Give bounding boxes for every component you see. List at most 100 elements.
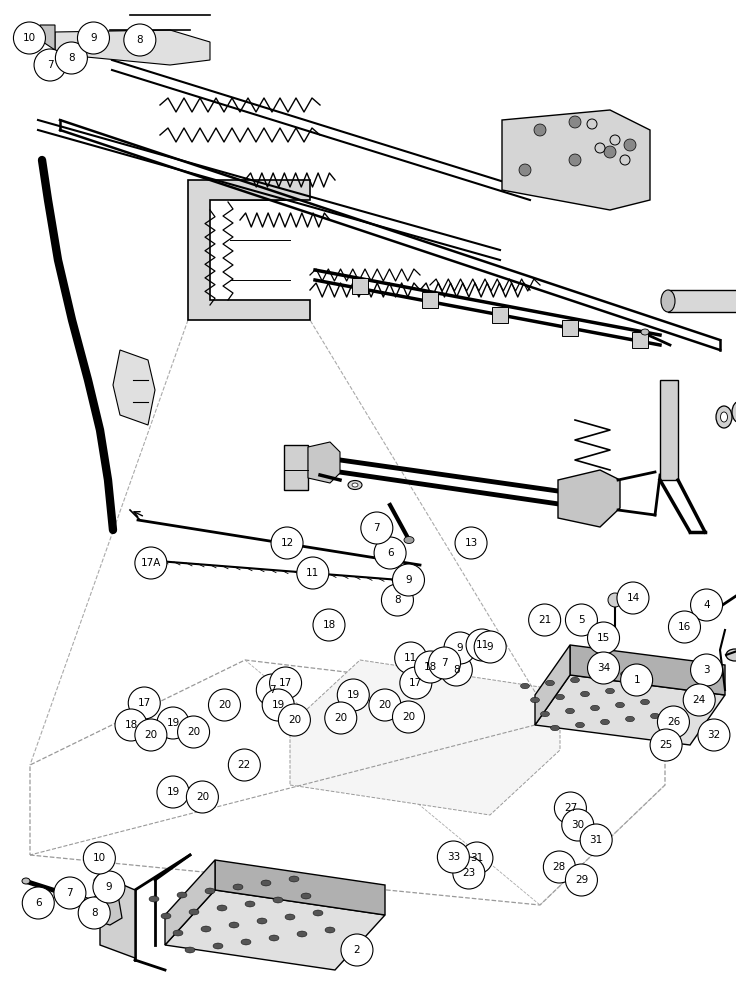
- Text: 17A: 17A: [141, 558, 161, 568]
- Text: 29: 29: [575, 875, 588, 885]
- Circle shape: [337, 679, 369, 711]
- Circle shape: [55, 42, 88, 74]
- Polygon shape: [55, 30, 210, 65]
- Ellipse shape: [233, 884, 243, 890]
- Ellipse shape: [201, 926, 211, 932]
- Circle shape: [534, 124, 546, 136]
- Circle shape: [620, 155, 630, 165]
- Text: 28: 28: [553, 862, 566, 872]
- Text: 17: 17: [138, 698, 151, 708]
- Ellipse shape: [540, 711, 550, 717]
- Text: 17: 17: [409, 678, 422, 688]
- Ellipse shape: [531, 697, 539, 703]
- Circle shape: [683, 684, 715, 716]
- Text: 20: 20: [334, 713, 347, 723]
- Text: 1: 1: [633, 675, 640, 685]
- Circle shape: [437, 841, 470, 873]
- Text: 25: 25: [659, 740, 673, 750]
- Text: 7: 7: [269, 685, 276, 695]
- Text: 2: 2: [353, 945, 361, 955]
- Polygon shape: [535, 645, 570, 725]
- Text: 31: 31: [590, 835, 603, 845]
- Circle shape: [608, 593, 622, 607]
- Text: 13: 13: [464, 538, 478, 548]
- Text: 3: 3: [703, 665, 710, 675]
- Circle shape: [690, 589, 723, 621]
- Bar: [352, 278, 368, 294]
- Text: 21: 21: [538, 615, 551, 625]
- Ellipse shape: [620, 671, 629, 677]
- Circle shape: [565, 604, 598, 636]
- Ellipse shape: [551, 725, 559, 731]
- Ellipse shape: [185, 947, 195, 953]
- Ellipse shape: [149, 896, 159, 902]
- Text: 8: 8: [136, 35, 144, 45]
- Ellipse shape: [651, 713, 659, 719]
- Text: 20: 20: [196, 792, 209, 802]
- Ellipse shape: [556, 694, 565, 700]
- Text: 33: 33: [447, 852, 460, 862]
- Ellipse shape: [595, 674, 604, 680]
- Circle shape: [361, 512, 393, 544]
- Ellipse shape: [161, 913, 171, 919]
- Ellipse shape: [177, 892, 187, 898]
- Ellipse shape: [205, 888, 215, 894]
- Bar: [668, 290, 736, 312]
- Bar: [632, 332, 648, 348]
- Polygon shape: [100, 875, 135, 958]
- Circle shape: [624, 139, 636, 151]
- Ellipse shape: [576, 722, 584, 728]
- Text: 10: 10: [23, 33, 36, 43]
- Ellipse shape: [732, 401, 736, 423]
- Circle shape: [519, 164, 531, 176]
- Circle shape: [22, 887, 54, 919]
- Text: 8: 8: [453, 665, 460, 675]
- Circle shape: [466, 629, 498, 661]
- Ellipse shape: [297, 931, 307, 937]
- Circle shape: [657, 706, 690, 738]
- Ellipse shape: [641, 329, 649, 335]
- Ellipse shape: [289, 876, 299, 882]
- Circle shape: [313, 609, 345, 641]
- Ellipse shape: [273, 897, 283, 903]
- Circle shape: [400, 667, 432, 699]
- Polygon shape: [284, 445, 308, 490]
- Circle shape: [54, 877, 86, 909]
- Text: 18: 18: [124, 720, 138, 730]
- Circle shape: [444, 632, 476, 664]
- Polygon shape: [308, 442, 340, 483]
- Circle shape: [604, 146, 616, 158]
- Circle shape: [595, 143, 605, 153]
- Ellipse shape: [404, 536, 414, 544]
- Circle shape: [690, 654, 723, 686]
- Circle shape: [256, 674, 289, 706]
- Circle shape: [271, 527, 303, 559]
- Polygon shape: [535, 675, 725, 745]
- Circle shape: [78, 897, 110, 929]
- Polygon shape: [113, 350, 155, 425]
- Circle shape: [461, 842, 493, 874]
- Circle shape: [528, 604, 561, 636]
- Text: 19: 19: [166, 787, 180, 797]
- Ellipse shape: [631, 685, 640, 691]
- Text: 11: 11: [306, 568, 319, 578]
- Ellipse shape: [82, 900, 88, 904]
- Text: 34: 34: [597, 663, 610, 673]
- Circle shape: [124, 24, 156, 56]
- Ellipse shape: [565, 708, 575, 714]
- Circle shape: [474, 631, 506, 663]
- Text: 20: 20: [144, 730, 158, 740]
- Circle shape: [177, 716, 210, 748]
- Circle shape: [374, 537, 406, 569]
- Circle shape: [610, 135, 620, 145]
- Circle shape: [83, 842, 116, 874]
- Circle shape: [341, 934, 373, 966]
- Text: 18: 18: [424, 662, 437, 672]
- Ellipse shape: [261, 880, 271, 886]
- Circle shape: [77, 22, 110, 54]
- Text: 20: 20: [402, 712, 415, 722]
- Ellipse shape: [245, 901, 255, 907]
- Text: 11: 11: [404, 653, 417, 663]
- Circle shape: [381, 584, 414, 616]
- Ellipse shape: [313, 910, 323, 916]
